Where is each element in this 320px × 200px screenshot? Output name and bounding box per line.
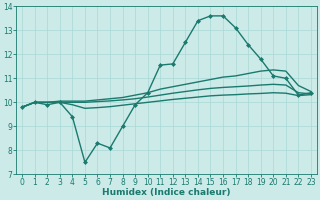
X-axis label: Humidex (Indice chaleur): Humidex (Indice chaleur): [102, 188, 231, 197]
